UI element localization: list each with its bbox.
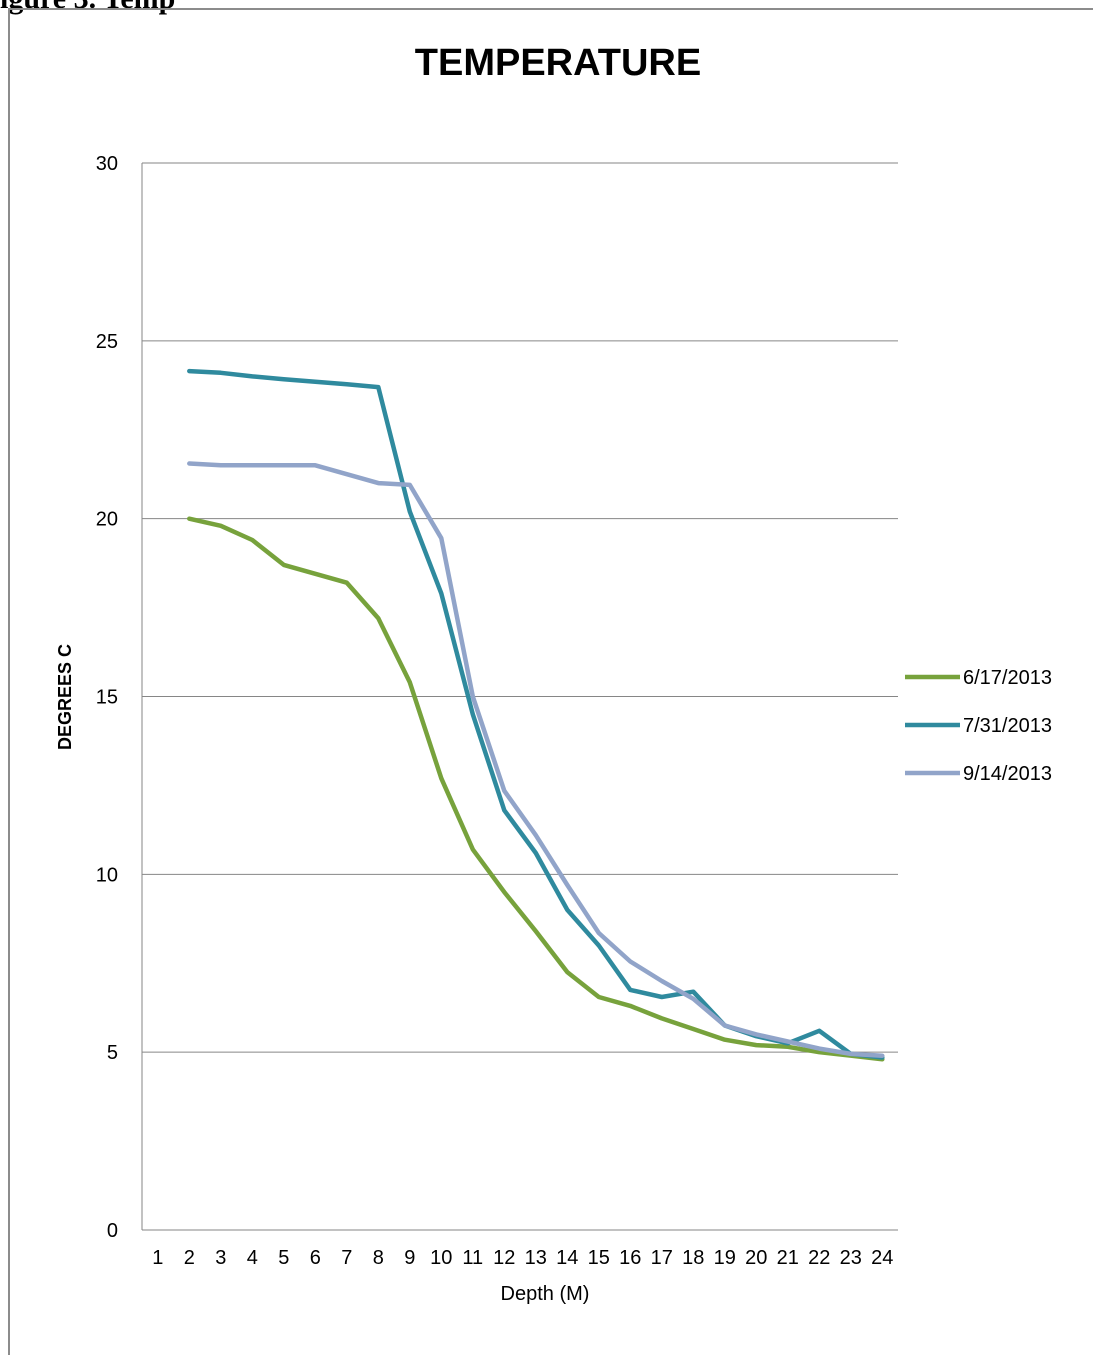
x-tick-label: 6 <box>310 1247 321 1269</box>
page-heading: igure 3. Temp <box>0 0 175 16</box>
x-tick-label: 23 <box>840 1247 862 1269</box>
x-tick-label: 2 <box>184 1247 195 1269</box>
gridlines <box>142 162 898 1231</box>
legend-label-3: 9/14/2013 <box>963 763 1052 785</box>
x-tick-label: 13 <box>525 1247 547 1269</box>
y-axis-label: DEGREES C <box>55 644 75 750</box>
y-tick-label: 25 <box>96 331 118 353</box>
series-lines <box>187 368 885 1062</box>
x-axis-label: Depth (M) <box>501 1283 590 1305</box>
x-tick-label: 14 <box>556 1247 578 1269</box>
y-tick-label: 15 <box>96 687 118 709</box>
y-tick-label: 0 <box>107 1220 118 1242</box>
x-tick-label: 21 <box>777 1247 799 1269</box>
y-tick-label: 20 <box>96 509 118 531</box>
x-tick-label: 12 <box>493 1247 515 1269</box>
x-tick-label: 20 <box>745 1247 767 1269</box>
x-tick-label: 18 <box>682 1247 704 1269</box>
series-line-1 <box>187 516 885 1062</box>
x-tick-label: 22 <box>808 1247 830 1269</box>
x-tick-label: 24 <box>871 1247 893 1269</box>
x-tick-label: 8 <box>373 1247 384 1269</box>
x-tick-label: 17 <box>651 1247 673 1269</box>
legend: 6/17/2013 7/31/2013 9/14/2013 <box>905 667 1052 785</box>
chart-title: TEMPERATURE <box>415 42 701 84</box>
x-tick-label: 3 <box>215 1247 226 1269</box>
x-tick-label: 10 <box>430 1247 452 1269</box>
series-line-3 <box>187 461 885 1058</box>
y-tick-label: 5 <box>107 1042 118 1064</box>
legend-label-2: 7/31/2013 <box>963 715 1052 737</box>
x-tick-label: 4 <box>247 1247 258 1269</box>
y-tick-label: 10 <box>96 864 118 886</box>
x-tick-label: 5 <box>278 1247 289 1269</box>
x-tick-label: 1 <box>152 1247 163 1269</box>
x-tick-label: 16 <box>619 1247 641 1269</box>
x-tick-label: 15 <box>588 1247 610 1269</box>
legend-label-1: 6/17/2013 <box>963 667 1052 689</box>
x-tick-label: 19 <box>714 1247 736 1269</box>
x-tick-label: 9 <box>404 1247 415 1269</box>
x-tick-label: 11 <box>462 1247 483 1269</box>
chart-frame <box>8 8 1093 1355</box>
x-tick-label: 7 <box>341 1247 352 1269</box>
series-line-2 <box>187 368 885 1060</box>
y-tick-label: 30 <box>96 153 118 175</box>
